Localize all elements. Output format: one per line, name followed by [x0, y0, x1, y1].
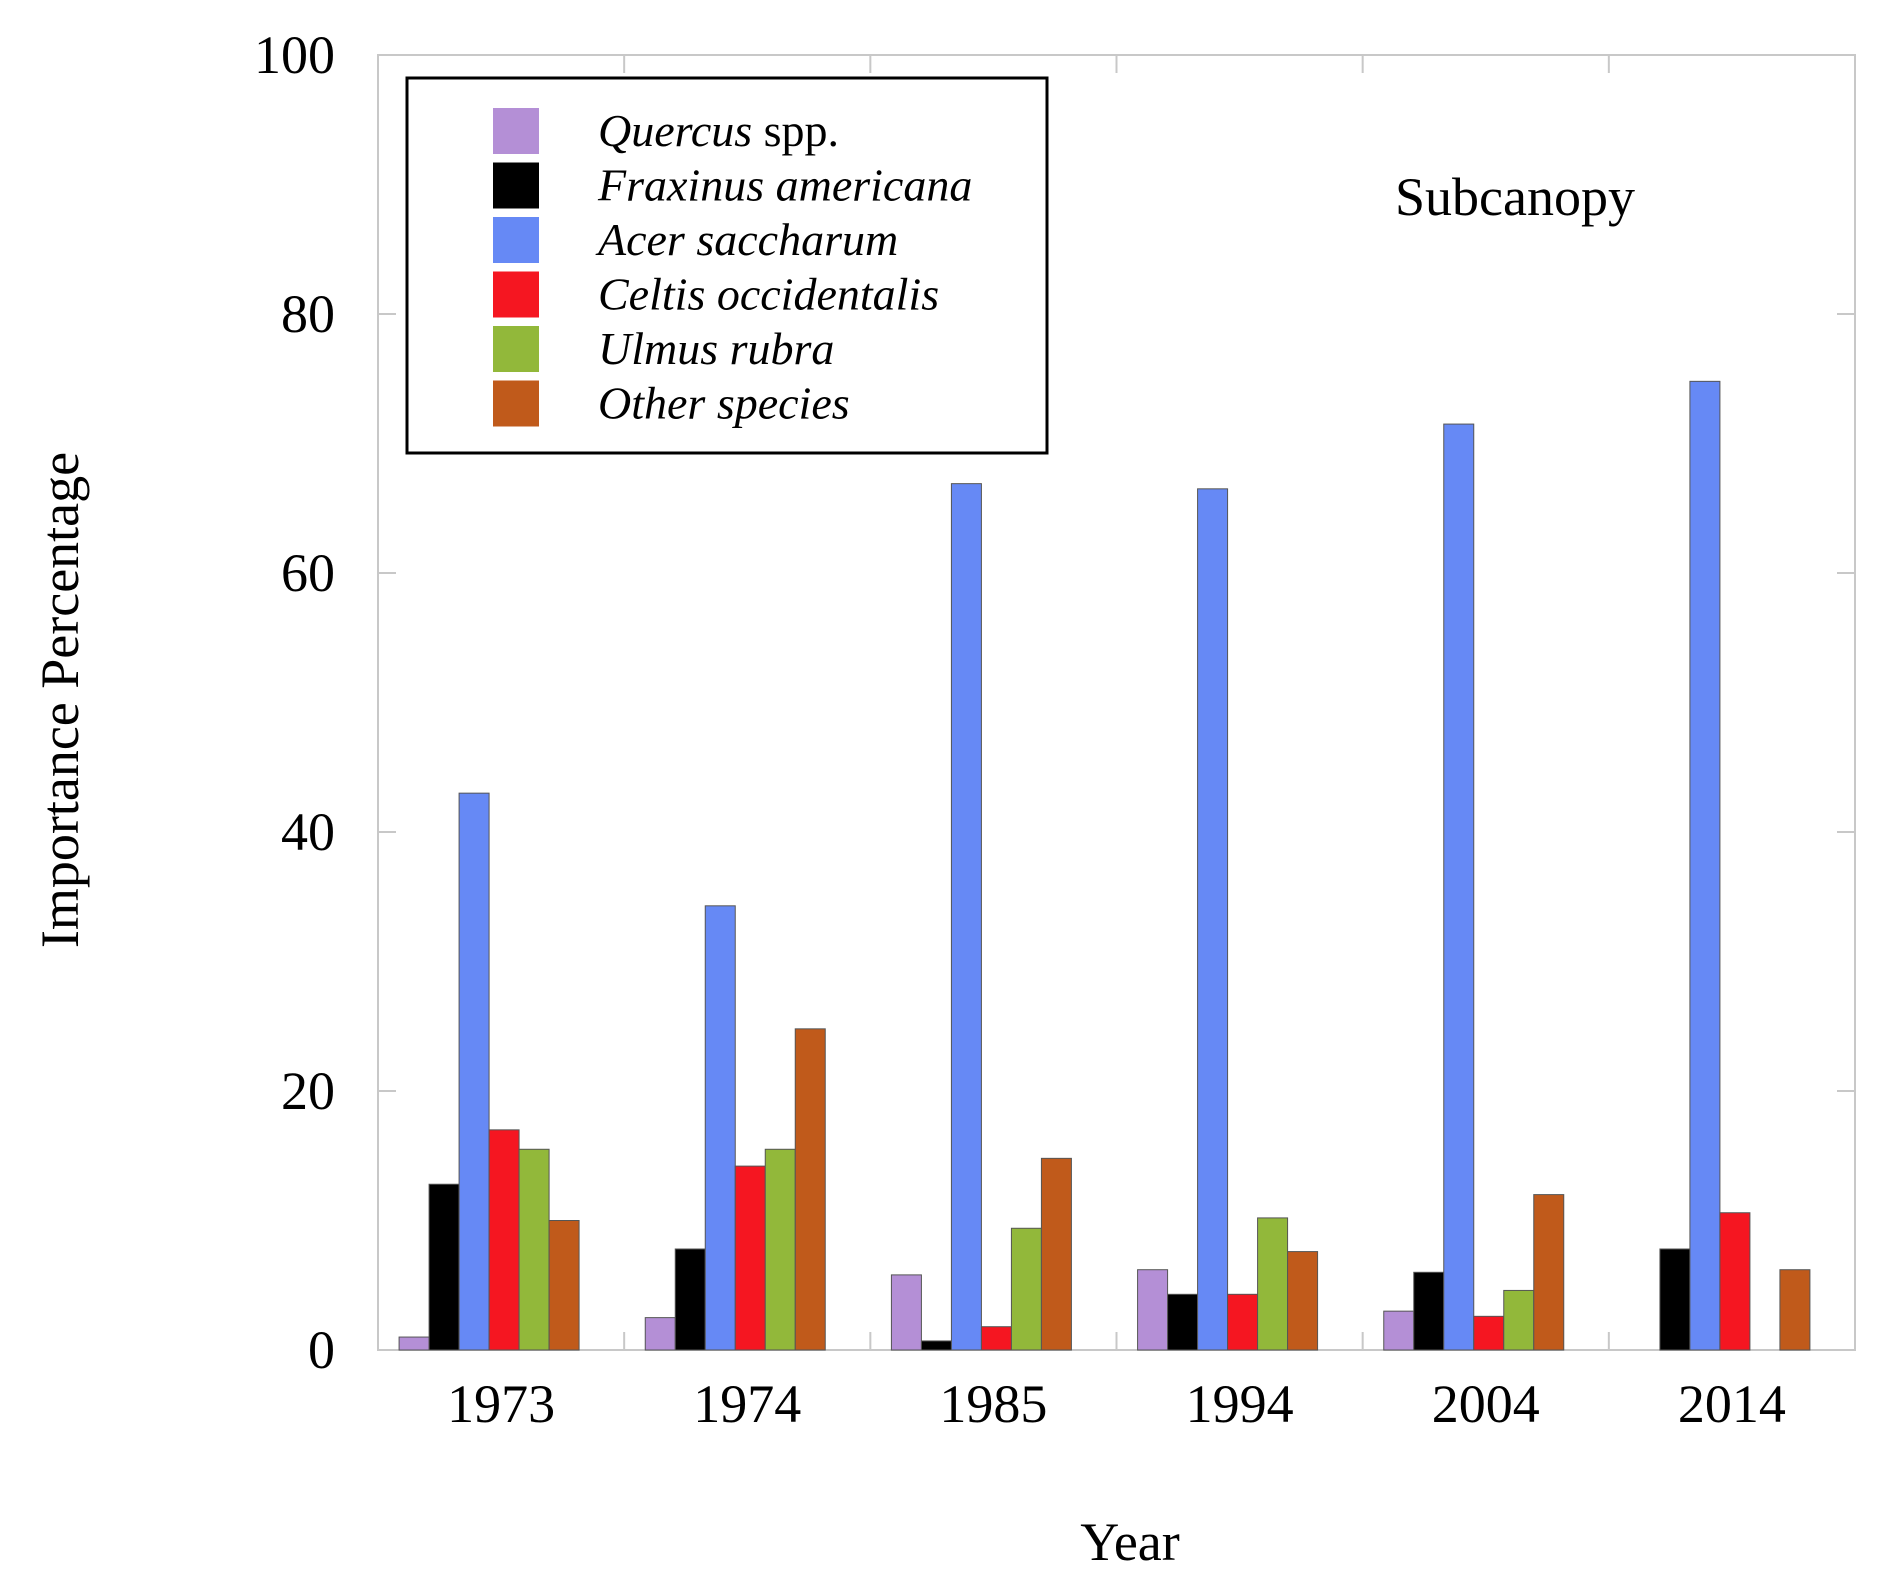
x-axis-title: Year: [1080, 1512, 1180, 1572]
bar-other-species-1994: [1287, 1251, 1319, 1351]
bar-fraxinus-americana-1973: [428, 1183, 460, 1351]
x-tick-label: 1994: [1186, 1374, 1294, 1434]
bar-celtis-occidentalis-1985: [980, 1326, 1012, 1351]
bar-acer-saccharum-1985: [950, 483, 982, 1351]
x-tick-label: 1985: [939, 1374, 1047, 1434]
y-tick-label: 20: [281, 1061, 335, 1121]
bar-fraxinus-americana-1985: [920, 1340, 952, 1351]
bar-other-species-1985: [1040, 1157, 1072, 1351]
legend-swatch: [493, 217, 539, 263]
bar-acer-saccharum-1974: [704, 905, 736, 1351]
x-tick-label: 2004: [1432, 1374, 1540, 1434]
subcanopy-annotation: Subcanopy: [1395, 167, 1635, 227]
legend-label: Acer saccharum: [595, 214, 898, 265]
legend-swatch: [493, 162, 539, 209]
legend-swatch: [493, 380, 539, 427]
bar-quercus-1994: [1137, 1269, 1169, 1351]
legend-label: Celtis occidentalis: [598, 269, 939, 320]
bar-ulmus-rubra-1994: [1257, 1217, 1289, 1351]
bar-quercus-1974: [644, 1317, 676, 1351]
bar-fraxinus-americana-1994: [1167, 1293, 1199, 1351]
bar-acer-saccharum-1973: [458, 792, 490, 1351]
y-axis-title: Importance Percentage: [30, 452, 90, 948]
bar-celtis-occidentalis-1974: [734, 1165, 766, 1351]
legend-swatch: [493, 108, 539, 154]
bar-celtis-occidentalis-2004: [1473, 1315, 1505, 1351]
bar-other-species-1974: [794, 1028, 826, 1351]
bar-quercus-2004: [1383, 1310, 1415, 1351]
bar-quercus-1973: [398, 1336, 430, 1351]
y-tick-label: 0: [308, 1320, 335, 1380]
bar-ulmus-rubra-1973: [518, 1148, 550, 1351]
legend-swatch: [493, 271, 539, 318]
legend-swatch: [493, 326, 539, 372]
legend-label: Fraxinus americana: [597, 160, 972, 211]
legend-label: Other species: [598, 378, 850, 429]
x-tick-label: 1974: [693, 1374, 801, 1434]
bar-acer-saccharum-2004: [1443, 423, 1475, 1351]
bar-celtis-occidentalis-2014: [1719, 1212, 1751, 1351]
x-tick-label: 2014: [1678, 1374, 1786, 1434]
legend-label: Quercus spp.: [598, 105, 839, 156]
y-tick-label: 80: [281, 284, 335, 344]
bar-ulmus-rubra-1985: [1010, 1227, 1042, 1351]
bar-acer-saccharum-2014: [1689, 380, 1721, 1351]
y-tick-label: 60: [281, 543, 335, 603]
bar-quercus-1985: [890, 1274, 922, 1351]
bar-other-species-1973: [548, 1220, 580, 1351]
bar-other-species-2004: [1533, 1194, 1565, 1351]
y-tick-label: 100: [254, 25, 335, 85]
bar-fraxinus-americana-2004: [1413, 1271, 1445, 1351]
bar-celtis-occidentalis-1994: [1227, 1293, 1259, 1351]
x-tick-label: 1973: [447, 1374, 555, 1434]
legend-label: Ulmus rubra: [598, 323, 834, 374]
bar-celtis-occidentalis-1973: [488, 1129, 520, 1351]
bar-ulmus-rubra-1974: [764, 1148, 796, 1351]
bar-acer-saccharum-1994: [1197, 488, 1229, 1351]
y-tick-label: 40: [281, 802, 335, 862]
bar-fraxinus-americana-1974: [674, 1248, 706, 1351]
bar-ulmus-rubra-2004: [1503, 1289, 1535, 1351]
bar-other-species-2014: [1779, 1269, 1811, 1351]
bar-fraxinus-americana-2014: [1659, 1248, 1691, 1351]
